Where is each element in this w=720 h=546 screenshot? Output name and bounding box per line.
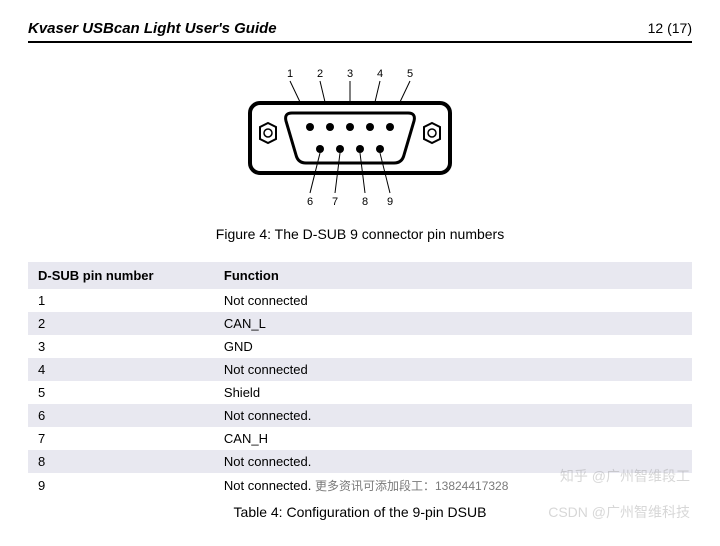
table-header-func: Function: [214, 262, 692, 289]
table-row: 1Not connected: [28, 289, 692, 312]
table-row: 3GND: [28, 335, 692, 358]
table-row: 8Not connected.: [28, 450, 692, 473]
table-row: 5Shield: [28, 381, 692, 404]
figure-container: 1 2 3 4 5: [28, 63, 692, 242]
header-bar: Kvaser USBcan Light User's Guide 12 (17): [28, 20, 692, 43]
doc-title: Kvaser USBcan Light User's Guide: [28, 20, 277, 37]
figure-caption: Figure 4: The D-SUB 9 connector pin numb…: [28, 226, 692, 242]
pin-label-5: 5: [407, 68, 413, 80]
pin-label-7: 7: [332, 196, 338, 208]
table-caption: Table 4: Configuration of the 9-pin DSUB: [28, 504, 692, 520]
pin-label-8: 8: [362, 196, 368, 208]
pin-label-9: 9: [387, 196, 393, 208]
pin-label-3: 3: [347, 68, 353, 80]
mount-right: [424, 123, 440, 143]
table-row: 9Not connected. 更多资讯可添加段工：13824417328: [28, 473, 692, 498]
table-row: 6Not connected.: [28, 404, 692, 427]
table-row: 7CAN_H: [28, 427, 692, 450]
table-body: 1Not connected 2CAN_L 3GND 4Not connecte…: [28, 289, 692, 498]
table-row: 4Not connected: [28, 358, 692, 381]
table-row: 2CAN_L: [28, 312, 692, 335]
pinout-table: D-SUB pin number Function 1Not connected…: [28, 262, 692, 498]
pin-label-4: 4: [377, 68, 383, 80]
page-number: 12 (17): [648, 20, 692, 36]
pin-label-6: 6: [307, 196, 313, 208]
mount-left: [260, 123, 276, 143]
dsub9-diagram: 1 2 3 4 5: [220, 63, 500, 213]
table-header-pin: D-SUB pin number: [28, 262, 214, 289]
pin-label-1: 1: [287, 68, 293, 80]
contact-annotation: 更多资讯可添加段工：13824417328: [315, 479, 508, 493]
pin-label-2: 2: [317, 68, 323, 80]
